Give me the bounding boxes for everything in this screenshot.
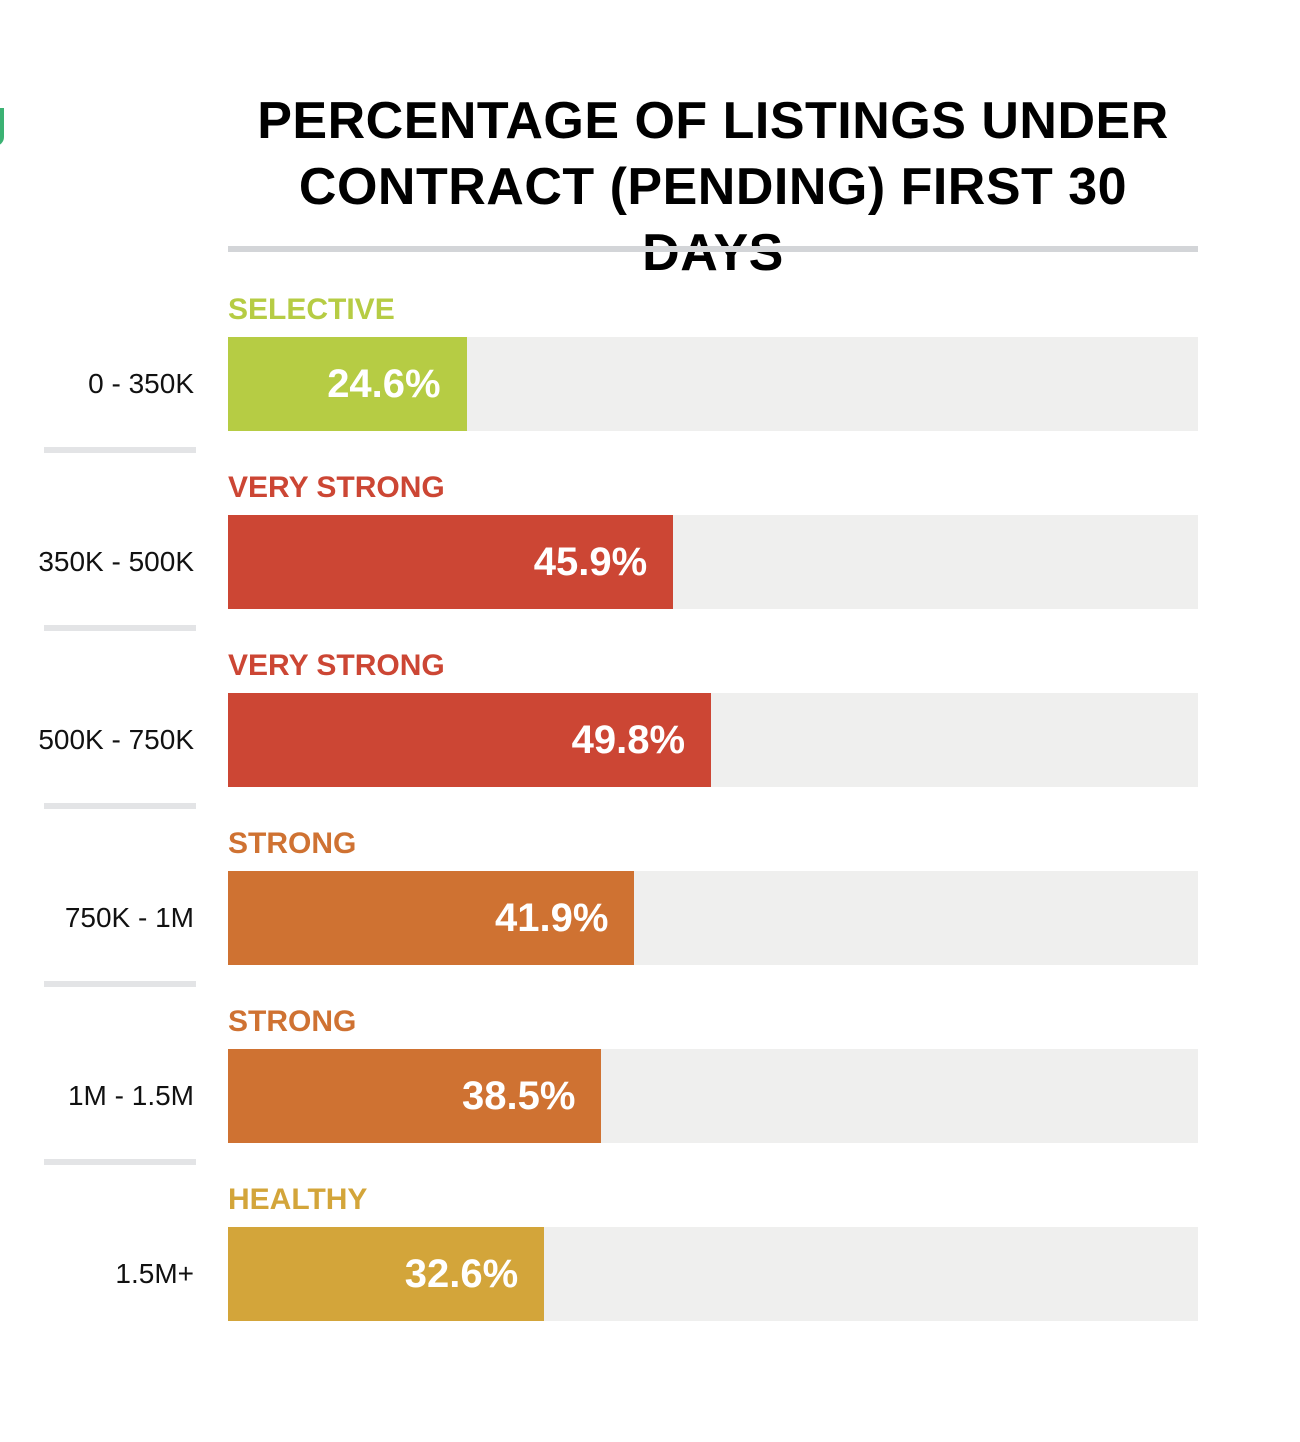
bar: 45.9% — [228, 515, 674, 609]
row-separator — [44, 1159, 196, 1165]
row-separator — [44, 625, 196, 631]
status-label: SELECTIVE — [228, 293, 395, 326]
bar-track: 24.6% — [228, 337, 1198, 431]
bar-track: 45.9% — [228, 515, 1198, 609]
bar: 49.8% — [228, 693, 712, 787]
status-label: HEALTHY — [228, 1183, 368, 1216]
logo-fragment-icon — [0, 108, 4, 146]
data-label: 24.6% — [327, 362, 441, 406]
chart-title-line-2: CONTRACT (PENDING) FIRST 30 DAYS — [298, 158, 1128, 282]
bar: 32.6% — [228, 1227, 545, 1321]
row-separator — [44, 803, 196, 809]
data-label: 41.9% — [495, 896, 609, 940]
bar: 41.9% — [228, 871, 635, 965]
category-label: 350K - 500K — [38, 546, 194, 577]
status-label: VERY STRONG — [228, 649, 445, 682]
category-label: 500K - 750K — [38, 724, 194, 755]
data-label: 32.6% — [404, 1252, 519, 1296]
title-divider — [228, 246, 1198, 252]
bar: 38.5% — [228, 1049, 602, 1143]
status-label: STRONG — [228, 1005, 357, 1038]
data-label: 49.8% — [571, 718, 686, 762]
category-label: 1.5M+ — [115, 1258, 194, 1289]
data-label: 45.9% — [533, 540, 648, 584]
bar-track: 38.5% — [228, 1049, 1198, 1143]
data-label: 38.5% — [462, 1074, 576, 1118]
row-separator — [44, 447, 196, 453]
bar: 24.6% — [228, 337, 467, 431]
category-label: 1M - 1.5M — [67, 1080, 194, 1111]
status-label: STRONG — [228, 827, 357, 860]
row-separator — [44, 981, 196, 987]
category-label: 750K - 1M — [64, 902, 194, 933]
bar-track: 41.9% — [228, 871, 1198, 965]
chart-title-line-1: PERCENTAGE OF LISTINGS UNDER — [257, 92, 1169, 150]
category-label: 0 - 350K — [88, 368, 194, 399]
chart-title: PERCENTAGE OF LISTINGS UNDER CONTRACT (P… — [228, 88, 1198, 286]
bar-track: 32.6% — [228, 1227, 1198, 1321]
status-label: VERY STRONG — [228, 471, 445, 504]
bar-track: 49.8% — [228, 693, 1198, 787]
